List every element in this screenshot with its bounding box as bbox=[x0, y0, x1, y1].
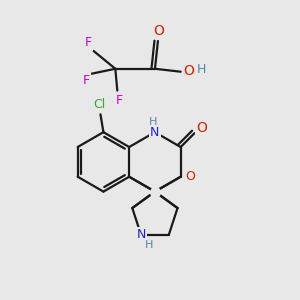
Text: F: F bbox=[116, 94, 123, 107]
Text: Cl: Cl bbox=[93, 98, 106, 111]
Text: H: H bbox=[145, 239, 153, 250]
Text: O: O bbox=[196, 121, 207, 135]
Text: N: N bbox=[150, 126, 160, 139]
Text: O: O bbox=[186, 170, 196, 183]
Text: O: O bbox=[186, 170, 196, 183]
Text: H: H bbox=[197, 63, 206, 76]
Text: N: N bbox=[136, 228, 146, 241]
Text: F: F bbox=[83, 74, 90, 87]
Text: F: F bbox=[85, 37, 92, 50]
Text: O: O bbox=[183, 64, 194, 78]
Text: H: H bbox=[149, 117, 157, 127]
Text: O: O bbox=[154, 24, 164, 38]
